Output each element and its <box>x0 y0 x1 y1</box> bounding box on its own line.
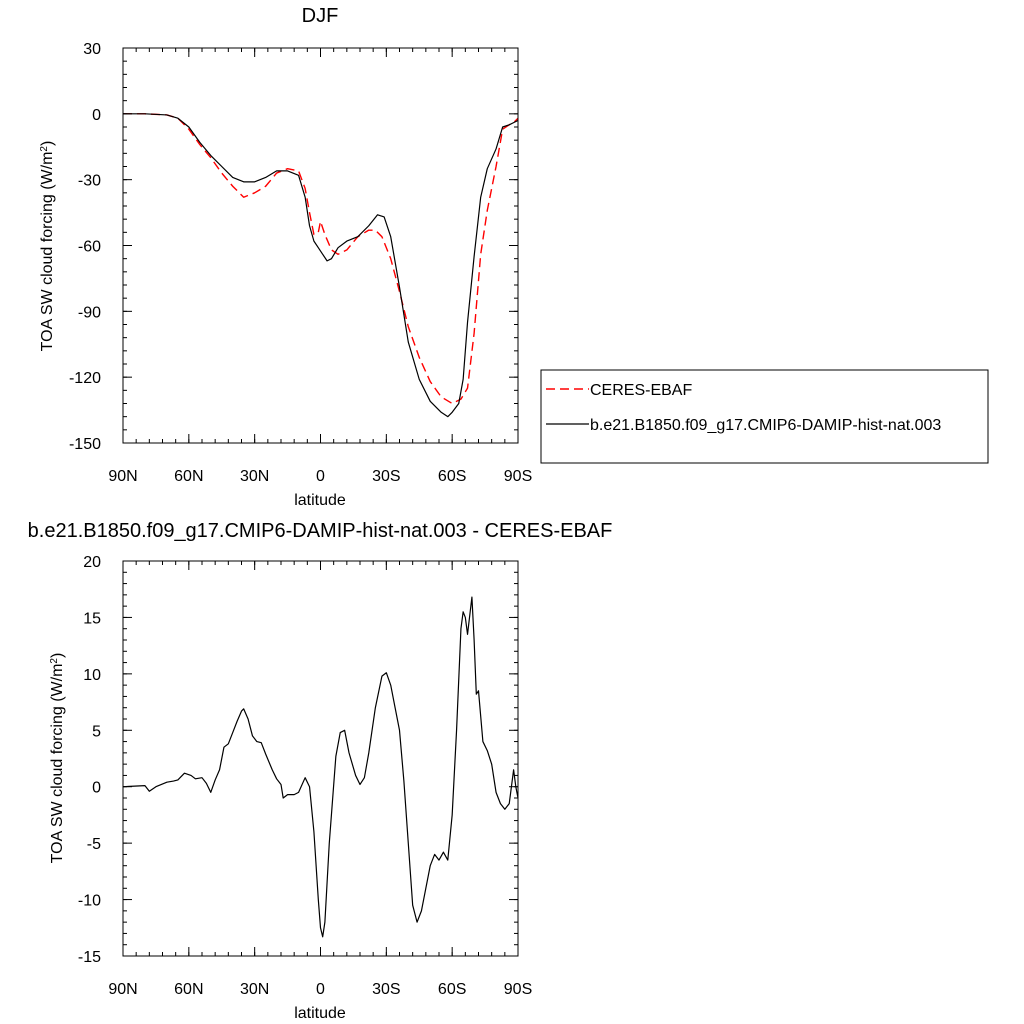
y-axis-label: TOA SW cloud forcing (W/m2) <box>49 653 67 864</box>
y-tick-label: 15 <box>83 610 101 627</box>
y-axis-label-main: TOA SW cloud forcing (W/m <box>39 152 56 352</box>
plot-area: -150 -120 -90 -60 -30 0 30 90N 60N 30N 0 30S 60S 90S <box>69 41 532 485</box>
plot-frame <box>122 47 519 444</box>
y-tick-label: -15 <box>78 949 101 966</box>
y-tick-label: 30 <box>83 41 101 58</box>
x-tick-label: 0 <box>316 981 325 998</box>
y-tick-label: 0 <box>92 107 101 124</box>
y-axis-label-superscript: 2 <box>49 658 60 664</box>
x-tick-label: 60S <box>438 981 466 998</box>
y-tick-label: 0 <box>92 780 101 797</box>
y-axis-label: TOA SW cloud forcing (W/m2) <box>39 141 57 352</box>
plot-area: -15 -10 -5 0 5 10 15 20 90N 60N 30N 0 30S 60S 90S <box>78 554 532 998</box>
x-tick-label: 90S <box>504 468 532 485</box>
chart-title: DJF <box>302 5 339 27</box>
x-tick-label: 90N <box>108 468 137 485</box>
x-tick-label: 30N <box>240 981 269 998</box>
y-tick-label: 10 <box>83 667 101 684</box>
y-tick-label: -30 <box>78 173 101 190</box>
y-tick-label: -120 <box>69 370 101 387</box>
x-tick-label: 30S <box>372 981 400 998</box>
series-line-0 <box>122 596 519 938</box>
y-tick-label: -10 <box>78 893 101 910</box>
x-tick-label: 60N <box>174 468 203 485</box>
legend-label-ceres-ebaf: CERES-EBAF <box>590 382 692 399</box>
chart-title: b.e21.B1850.f09_g17.CMIP6-DAMIP-hist-nat… <box>28 520 613 542</box>
legend-box <box>540 369 989 464</box>
panel-difference-chart: b.e21.B1850.f09_g17.CMIP6-DAMIP-hist-nat… <box>28 520 613 1022</box>
y-axis-label-superscript: 2 <box>39 146 50 152</box>
panel-top-chart: DJF -150 -120 -90 -60 -30 0 30 90N 60N 30N 0 30S 60S… <box>39 5 989 509</box>
y-tick-label: 20 <box>83 554 101 571</box>
legend-label-model: b.e21.B1850.f09_g17.CMIP6-DAMIP-hist-nat… <box>590 417 941 434</box>
y-axis-label-close: ) <box>39 141 56 146</box>
legend: CERES-EBAF b.e21.B1850.f09_g17.CMIP6-DAM… <box>540 369 989 464</box>
x-axis-label: latitude <box>294 492 346 509</box>
x-tick-label: 30S <box>372 468 400 485</box>
y-tick-label: -150 <box>69 436 101 453</box>
series-line-1 <box>123 113 519 418</box>
y-tick-label: 5 <box>92 723 101 740</box>
x-axis-label: latitude <box>294 1005 346 1022</box>
x-tick-label: 0 <box>316 468 325 485</box>
series-line-0 <box>123 113 519 405</box>
plot-frame <box>122 560 519 957</box>
x-tick-label: 60N <box>174 981 203 998</box>
x-tick-label: 90N <box>108 981 137 998</box>
x-tick-label: 30N <box>240 468 269 485</box>
x-tick-label: 60S <box>438 468 466 485</box>
y-axis-label-close: ) <box>49 653 66 658</box>
y-axis-label-main: TOA SW cloud forcing (W/m <box>49 664 66 864</box>
x-tick-label: 90S <box>504 981 532 998</box>
y-tick-label: -60 <box>78 239 101 256</box>
y-tick-label: -5 <box>87 836 101 853</box>
y-tick-label: -90 <box>78 304 101 321</box>
